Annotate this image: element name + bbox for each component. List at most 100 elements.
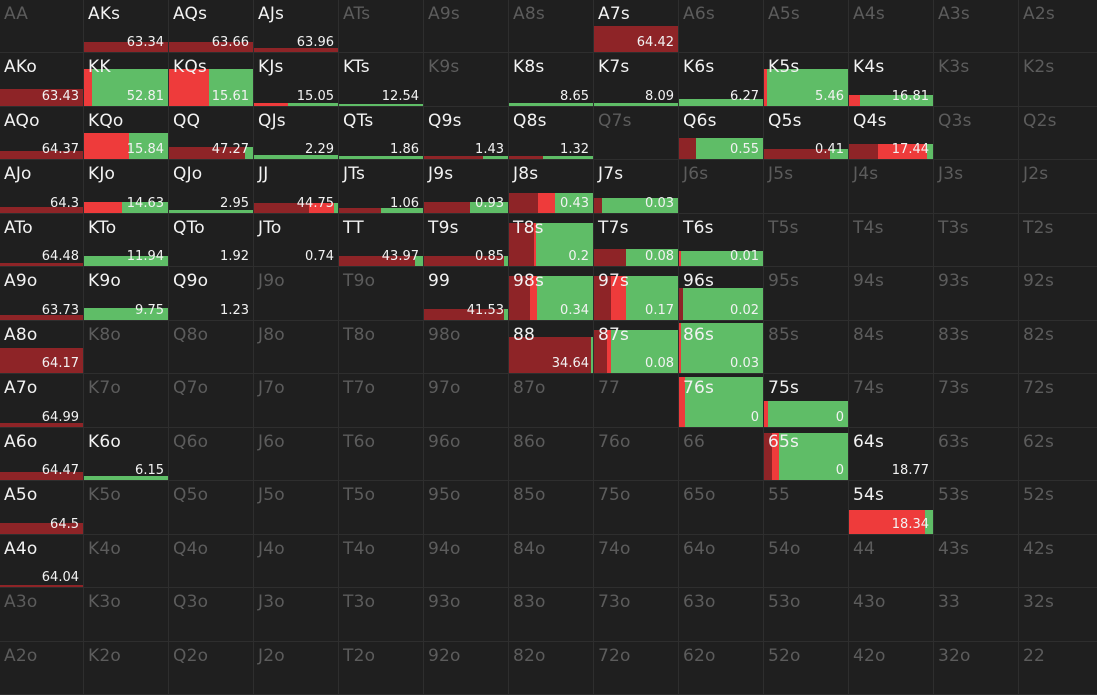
hand-cell-aqs[interactable]: AQs 63.66 — [169, 0, 253, 53]
hand-cell-t5o[interactable]: T5o — [339, 481, 423, 535]
hand-cell-a4o[interactable]: A4o 64.04 — [0, 534, 83, 588]
hand-cell-32o[interactable]: 32o — [934, 641, 1018, 695]
hand-cell-43s[interactable]: 43s — [934, 534, 1018, 588]
hand-cell-92o[interactable]: 92o — [424, 641, 508, 695]
hand-cell-ako[interactable]: AKo 63.43 — [0, 53, 83, 107]
hand-cell-83s[interactable]: 83s — [934, 320, 1018, 374]
hand-cell-99[interactable]: 99 41.53 — [424, 267, 508, 321]
hand-cell-k4s[interactable]: K4s 16.81 — [849, 53, 933, 107]
hand-cell-a8s[interactable]: A8s — [509, 0, 593, 53]
hand-cell-92s[interactable]: 92s — [1019, 267, 1097, 321]
hand-cell-jto[interactable]: JTo 0.74 — [254, 213, 338, 267]
hand-cell-qjo[interactable]: QJo 2.95 — [169, 160, 253, 214]
hand-cell-a2s[interactable]: A2s — [1019, 0, 1097, 53]
hand-cell-qto[interactable]: QTo 1.92 — [169, 213, 253, 267]
hand-cell-k6o[interactable]: K6o 6.15 — [84, 427, 168, 481]
hand-cell-tt[interactable]: TT 43.97 — [339, 213, 423, 267]
hand-cell-k2o[interactable]: K2o — [84, 641, 168, 695]
hand-cell-t2s[interactable]: T2s — [1019, 213, 1097, 267]
hand-cell-87o[interactable]: 87o — [509, 374, 593, 428]
hand-cell-a4s[interactable]: A4s — [849, 0, 933, 53]
hand-cell-j2o[interactable]: J2o — [254, 641, 338, 695]
hand-cell-52s[interactable]: 52s — [1019, 481, 1097, 535]
hand-cell-t6s[interactable]: T6s 0.01 — [679, 213, 763, 267]
hand-cell-85o[interactable]: 85o — [509, 481, 593, 535]
hand-cell-q9o[interactable]: Q9o 1.23 — [169, 267, 253, 321]
hand-cell-77[interactable]: 77 — [594, 374, 678, 428]
hand-cell-a6s[interactable]: A6s — [679, 0, 763, 53]
hand-cell-t7s[interactable]: T7s 0.08 — [594, 213, 678, 267]
hand-cell-k8o[interactable]: K8o — [84, 320, 168, 374]
hand-cell-42s[interactable]: 42s — [1019, 534, 1097, 588]
hand-cell-82o[interactable]: 82o — [509, 641, 593, 695]
hand-cell-76s[interactable]: 76s 0 — [679, 374, 763, 428]
hand-cell-aks[interactable]: AKs 63.34 — [84, 0, 168, 53]
hand-cell-q3s[interactable]: Q3s — [934, 106, 1018, 160]
hand-cell-85s[interactable]: 85s — [764, 320, 848, 374]
hand-cell-ajs[interactable]: AJs 63.96 — [254, 0, 338, 53]
hand-cell-qjs[interactable]: QJs 2.29 — [254, 106, 338, 160]
hand-cell-a5s[interactable]: A5s — [764, 0, 848, 53]
hand-cell-k9s[interactable]: K9s — [424, 53, 508, 107]
hand-cell-63o[interactable]: 63o — [679, 588, 763, 642]
hand-cell-a7o[interactable]: A7o 64.99 — [0, 374, 83, 428]
hand-cell-54s[interactable]: 54s 18.34 — [849, 481, 933, 535]
hand-cell-54o[interactable]: 54o — [764, 534, 848, 588]
hand-cell-k3o[interactable]: K3o — [84, 588, 168, 642]
hand-cell-k7s[interactable]: K7s 8.09 — [594, 53, 678, 107]
hand-cell-73o[interactable]: 73o — [594, 588, 678, 642]
hand-cell-94s[interactable]: 94s — [849, 267, 933, 321]
hand-cell-76o[interactable]: 76o — [594, 427, 678, 481]
hand-cell-84o[interactable]: 84o — [509, 534, 593, 588]
hand-cell-k2s[interactable]: K2s — [1019, 53, 1097, 107]
hand-cell-97o[interactable]: 97o — [424, 374, 508, 428]
hand-cell-jts[interactable]: JTs 1.06 — [339, 160, 423, 214]
hand-cell-t5s[interactable]: T5s — [764, 213, 848, 267]
hand-cell-k7o[interactable]: K7o — [84, 374, 168, 428]
hand-cell-q2s[interactable]: Q2s — [1019, 106, 1097, 160]
hand-cell-k6s[interactable]: K6s 6.27 — [679, 53, 763, 107]
hand-cell-55[interactable]: 55 — [764, 481, 848, 535]
hand-cell-j7s[interactable]: J7s 0.03 — [594, 160, 678, 214]
hand-cell-q3o[interactable]: Q3o — [169, 588, 253, 642]
hand-cell-84s[interactable]: 84s — [849, 320, 933, 374]
hand-cell-64s[interactable]: 64s 18.77 — [849, 427, 933, 481]
hand-cell-42o[interactable]: 42o — [849, 641, 933, 695]
hand-cell-87s[interactable]: 87s 0.08 — [594, 320, 678, 374]
hand-cell-96s[interactable]: 96s 0.02 — [679, 267, 763, 321]
hand-cell-ats[interactable]: ATs — [339, 0, 423, 53]
hand-cell-t3o[interactable]: T3o — [339, 588, 423, 642]
hand-cell-q6o[interactable]: Q6o — [169, 427, 253, 481]
hand-cell-kqs[interactable]: KQs 15.61 — [169, 53, 253, 107]
hand-cell-65o[interactable]: 65o — [679, 481, 763, 535]
hand-cell-62o[interactable]: 62o — [679, 641, 763, 695]
hand-cell-t7o[interactable]: T7o — [339, 374, 423, 428]
hand-cell-q7o[interactable]: Q7o — [169, 374, 253, 428]
hand-cell-j6o[interactable]: J6o — [254, 427, 338, 481]
hand-cell-66[interactable]: 66 — [679, 427, 763, 481]
hand-cell-kjs[interactable]: KJs 15.05 — [254, 53, 338, 107]
hand-cell-86s[interactable]: 86s 0.03 — [679, 320, 763, 374]
hand-cell-a9s[interactable]: A9s — [424, 0, 508, 53]
hand-cell-82s[interactable]: 82s — [1019, 320, 1097, 374]
hand-cell-a3s[interactable]: A3s — [934, 0, 1018, 53]
hand-cell-k5o[interactable]: K5o — [84, 481, 168, 535]
hand-cell-j6s[interactable]: J6s — [679, 160, 763, 214]
hand-cell-j4o[interactable]: J4o — [254, 534, 338, 588]
hand-cell-t3s[interactable]: T3s — [934, 213, 1018, 267]
hand-cell-k5s[interactable]: K5s 5.46 — [764, 53, 848, 107]
hand-cell-53s[interactable]: 53s — [934, 481, 1018, 535]
hand-cell-a5o[interactable]: A5o 64.5 — [0, 481, 83, 535]
hand-cell-93o[interactable]: 93o — [424, 588, 508, 642]
hand-cell-74o[interactable]: 74o — [594, 534, 678, 588]
hand-cell-a9o[interactable]: A9o 63.73 — [0, 267, 83, 321]
hand-cell-93s[interactable]: 93s — [934, 267, 1018, 321]
hand-cell-t8o[interactable]: T8o — [339, 320, 423, 374]
hand-cell-k3s[interactable]: K3s — [934, 53, 1018, 107]
hand-cell-kqo[interactable]: KQo 15.84 — [84, 106, 168, 160]
hand-cell-q6s[interactable]: Q6s 0.55 — [679, 106, 763, 160]
hand-cell-73s[interactable]: 73s — [934, 374, 1018, 428]
hand-cell-95o[interactable]: 95o — [424, 481, 508, 535]
hand-cell-88[interactable]: 88 34.64 — [509, 320, 593, 374]
hand-cell-64o[interactable]: 64o — [679, 534, 763, 588]
